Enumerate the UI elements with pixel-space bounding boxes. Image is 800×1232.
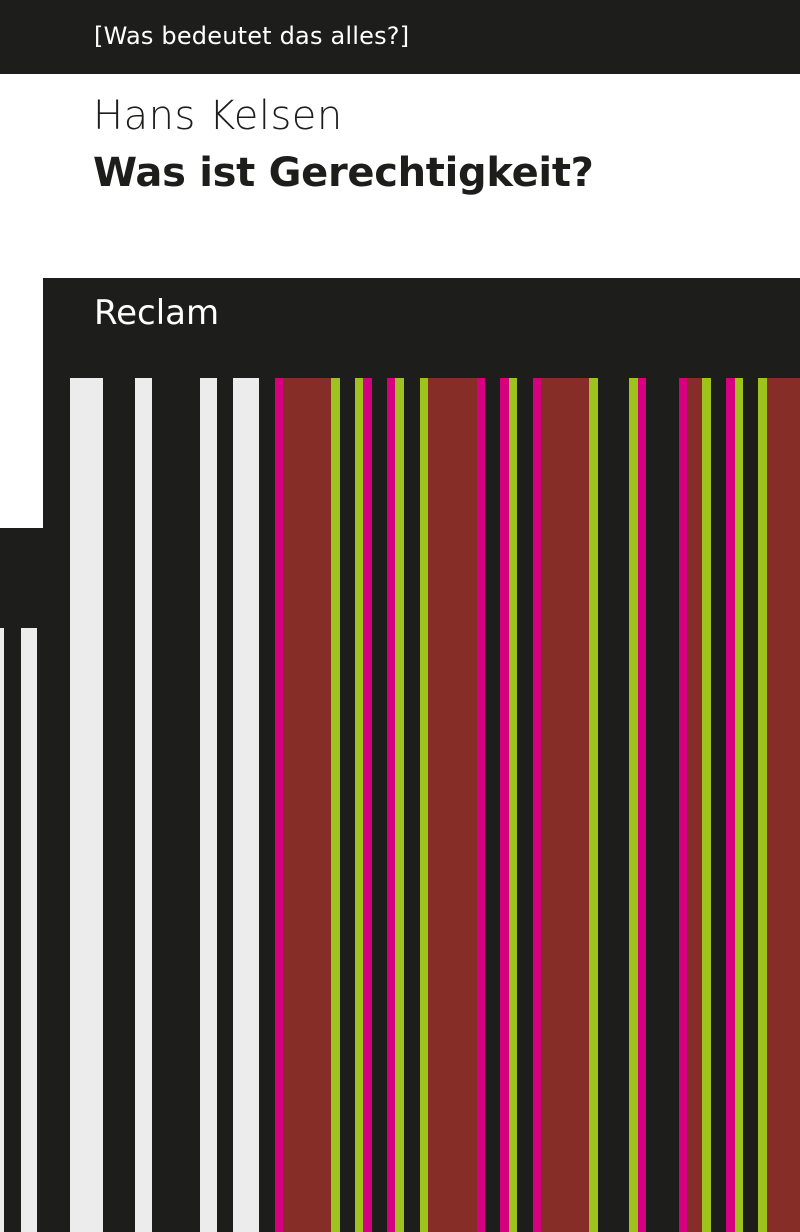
magenta-stripe xyxy=(387,378,395,1232)
brown-stripe xyxy=(283,378,331,1232)
white-stripe-stripe xyxy=(70,378,103,1232)
green-stripe xyxy=(702,378,711,1232)
magenta-stripe xyxy=(726,378,735,1232)
green-stripe xyxy=(629,378,638,1232)
author-name: Hans Kelsen xyxy=(93,93,343,139)
green-stripe xyxy=(395,378,404,1232)
white-stripe-stripe xyxy=(0,628,4,1232)
magenta-stripe xyxy=(679,378,687,1232)
white-stripe-stripe xyxy=(200,378,217,1232)
brown-stripe xyxy=(541,378,589,1232)
magenta-stripe xyxy=(533,378,541,1232)
magenta-stripe xyxy=(275,378,283,1232)
green-stripe xyxy=(509,378,517,1232)
publisher-name: Reclam xyxy=(94,293,220,333)
white-stripe-stripe xyxy=(233,378,259,1232)
green-stripe xyxy=(735,378,743,1232)
green-stripe xyxy=(589,378,598,1232)
green-stripe xyxy=(420,378,428,1232)
white-stripe-stripe xyxy=(135,378,152,1232)
white-stripe-stripe xyxy=(21,628,37,1232)
brown-stripe xyxy=(767,378,800,1232)
magenta-stripe xyxy=(477,378,485,1232)
book-title: Was ist Gerechtigkeit? xyxy=(93,150,594,196)
green-stripe xyxy=(758,378,767,1232)
green-stripe xyxy=(331,378,340,1232)
magenta-stripe xyxy=(638,378,646,1232)
magenta-stripe xyxy=(500,378,509,1232)
green-stripe xyxy=(355,378,363,1232)
brown-stripe xyxy=(687,378,702,1232)
magenta-stripe xyxy=(363,378,372,1232)
series-label: [Was bedeutet das alles?] xyxy=(94,22,410,50)
brown-stripe xyxy=(428,378,477,1232)
series-bar: [Was bedeutet das alles?] xyxy=(0,0,800,74)
